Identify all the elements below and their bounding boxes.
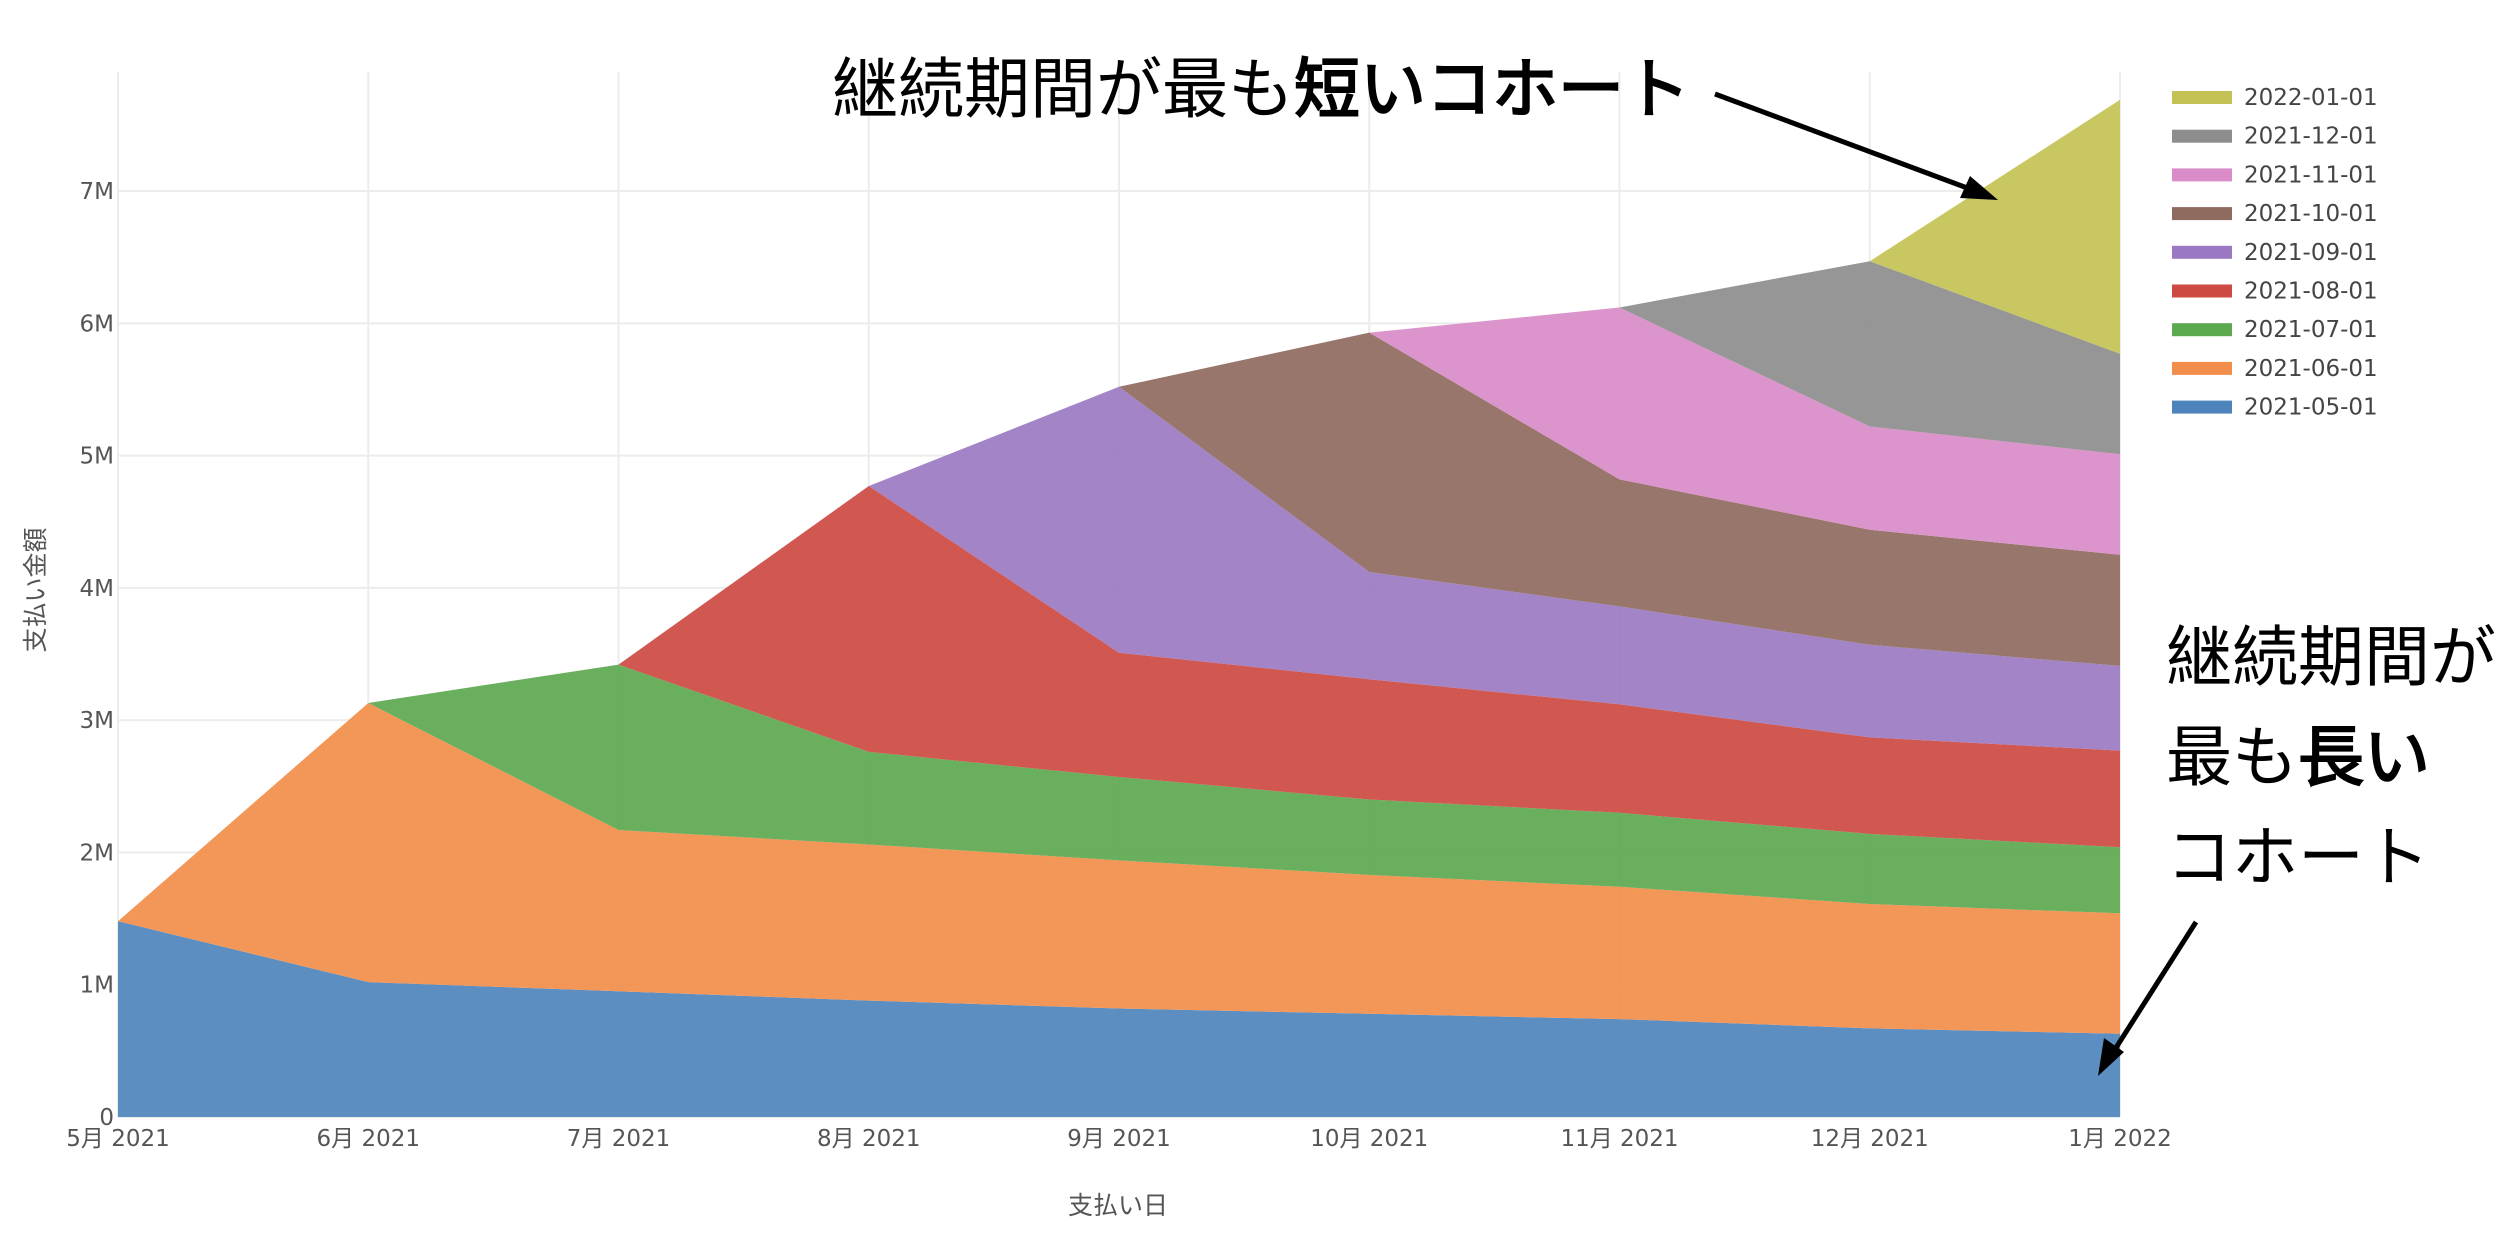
y-tick-label: 7M (80, 179, 114, 205)
x-tick-label: 1月 2022 (2068, 1126, 2171, 1152)
annotation-longest-line3: コホート (2166, 819, 2430, 896)
annotation-longest-normal: 最も (2166, 719, 2298, 796)
legend-swatch (2172, 284, 2232, 298)
area-series-2022-01-01 (1869, 99, 2120, 354)
x-tick-label: 7月 2021 (567, 1126, 670, 1152)
x-axis-ticks: 5月 2021 6月 2021 7月 2021 8月 2021 9月 2021 10月 2… (66, 1126, 2171, 1152)
legend-label: 2021-09-01 (2244, 240, 2378, 266)
area-series-2021-07-01 (368, 664, 2120, 914)
legend-label: 2021-08-01 (2244, 279, 2378, 305)
legend: 2022-01-01 2021-12-01 2021-11-01 2021-10-01… (2172, 85, 2378, 421)
x-tick-label: 9月 2021 (1067, 1126, 1170, 1152)
y-tick-label: 5M (80, 444, 114, 470)
x-tick-label: 11月 2021 (1560, 1126, 1678, 1152)
y-tick-label: 6M (80, 311, 114, 337)
annotation-shortest-cohort: 継続期間が最も短いコホート (832, 51, 1690, 128)
legend-label: 2021-10-01 (2244, 201, 2378, 227)
legend-swatch (2172, 323, 2232, 337)
y-axis-ticks: 0 1M 2M 3M 4M 5M 6M 7M (80, 179, 114, 1131)
legend-label: 2021-06-01 (2244, 356, 2378, 382)
legend-label: 2021-11-01 (2244, 162, 2378, 188)
area-series-2021-09-01 (868, 386, 2120, 751)
annotation-shortest-normal: 継続期間が最も (832, 51, 1294, 128)
legend-swatch (2172, 168, 2232, 182)
annotation-shortest-bold: 短いコホート (1294, 51, 1690, 128)
legend-label: 2021-05-01 (2244, 395, 2378, 421)
annotation-longest-line1: 継続期間が (2166, 619, 2496, 696)
x-axis-title: 支払い日 (1068, 1191, 1168, 1220)
legend-label: 2022-01-01 (2244, 85, 2378, 111)
legend-label: 2021-12-01 (2244, 124, 2378, 150)
legend-swatch (2172, 129, 2232, 143)
x-tick-label: 10月 2021 (1310, 1126, 1428, 1152)
y-tick-label: 2M (80, 840, 114, 866)
annotation-longest-bold: 長い (2298, 719, 2430, 796)
annotation-longest-arrow (2098, 920, 2199, 1076)
stacked-areas (118, 99, 2120, 1117)
area-series-2021-05-01 (118, 921, 2120, 1117)
legend-swatch (2172, 207, 2232, 221)
y-tick-label: 3M (80, 708, 114, 734)
legend-swatch (2172, 91, 2232, 104)
legend-swatch (2172, 361, 2232, 375)
x-tick-label: 12月 2021 (1811, 1126, 1929, 1152)
annotation-shortest-arrow (1714, 91, 1998, 200)
x-tick-label: 8月 2021 (817, 1126, 920, 1152)
area-series-2021-10-01 (1119, 332, 2120, 666)
area-series-2021-08-01 (618, 486, 2120, 848)
y-tick-label: 4M (80, 576, 114, 602)
y-tick-label: 0 (99, 1105, 114, 1131)
y-tick-label: 1M (80, 973, 114, 999)
area-series-2021-06-01 (118, 703, 2120, 1034)
area-series-2021-12-01 (1619, 261, 2120, 455)
area-series-2021-11-01 (1369, 307, 2120, 555)
x-tick-label: 5月 2021 (66, 1126, 169, 1152)
legend-swatch (2172, 245, 2232, 259)
y-axis-title: 支払い金額 (21, 527, 50, 652)
x-tick-label: 6月 2021 (317, 1126, 420, 1152)
legend-label: 2021-07-01 (2244, 317, 2378, 343)
legend-swatch (2172, 400, 2232, 414)
annotation-longest-line2: 最も長い (2166, 719, 2430, 796)
